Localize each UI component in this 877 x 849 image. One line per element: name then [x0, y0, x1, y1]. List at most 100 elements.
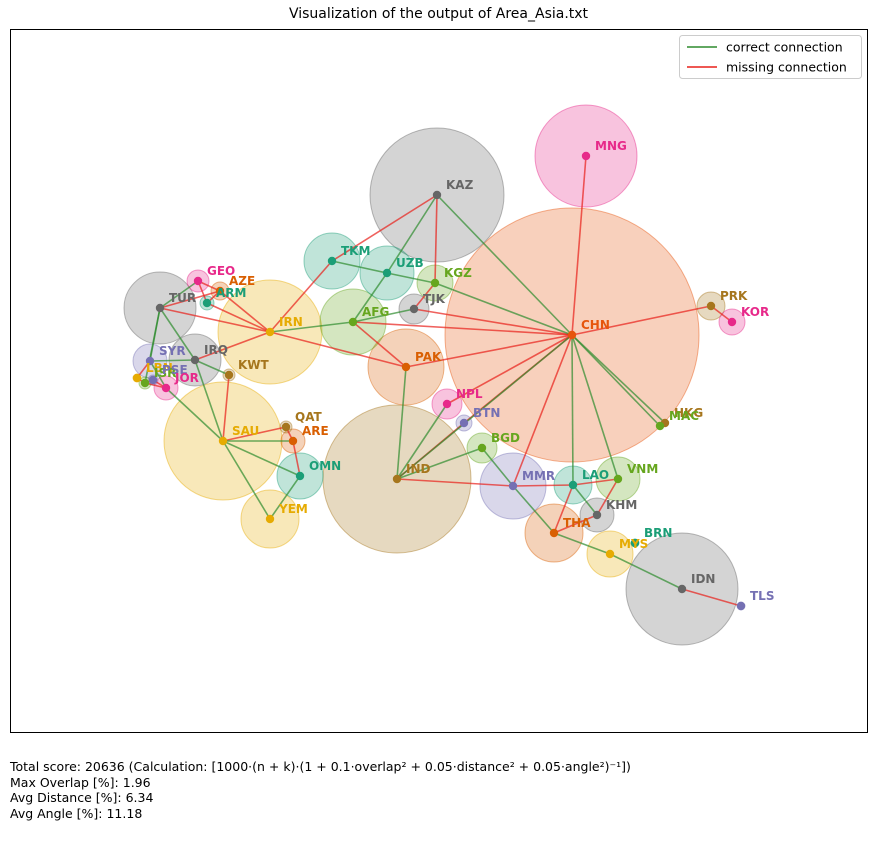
label-pak: PAK	[415, 350, 442, 364]
correct-edge-ind-pak	[396, 366, 407, 480]
missing-edge-kaz-kgz	[434, 194, 438, 284]
correct-edge-tha-mys	[553, 532, 611, 555]
point-tjk	[409, 304, 419, 314]
correct-edge-tjk-afg	[352, 308, 415, 323]
correct-edge-tur-isr	[144, 307, 161, 384]
point-mmr	[508, 481, 518, 491]
correct-edge-chn-hkg	[571, 334, 666, 424]
correct-edge-irq-syr	[149, 359, 196, 362]
point-tls	[736, 601, 746, 611]
missing-edge-afg-pak	[352, 321, 407, 368]
correct-edge-kaz-uzb	[386, 194, 438, 274]
label-tur: TUR	[169, 291, 196, 305]
missing-edge-khm-vnm	[596, 478, 619, 516]
label-geo: GEO	[207, 264, 235, 278]
point-bgd	[477, 443, 487, 453]
correct-edge-tur-irq	[159, 307, 196, 361]
point-omn	[295, 471, 305, 481]
avg-distance-line: Avg Distance [%]: 6.34	[10, 790, 154, 805]
correct-edge-syr-jor	[149, 360, 167, 389]
missing-edge-mng-chn	[571, 155, 587, 336]
label-mmr: MMR	[522, 469, 555, 483]
missing-edge-kwt-sau	[222, 374, 230, 442]
label-kwt: KWT	[238, 358, 270, 372]
label-kaz: KAZ	[446, 178, 474, 192]
missing-edge-afg-chn	[352, 321, 573, 336]
point-btn	[459, 418, 469, 428]
label-aze: AZE	[229, 274, 255, 288]
point-chn	[567, 330, 577, 340]
label-mng: MNG	[595, 139, 627, 153]
point-aze	[215, 286, 225, 296]
label-kgz: KGZ	[444, 266, 472, 280]
missing-edge-mmr-chn	[512, 334, 573, 487]
point-uzb	[382, 268, 392, 278]
correct-edge-lao-khm	[572, 484, 598, 516]
missing-edge-irn-arm	[206, 302, 271, 333]
label-syr: SYR	[159, 344, 186, 358]
label-idn: IDN	[691, 572, 715, 586]
node-labels: MNGKAZCHNTKMUZBKGZTJKAFGIRNPAKTURGEOAZEA…	[146, 139, 774, 603]
missing-edge-lao-vnm	[572, 478, 619, 486]
label-ind: IND	[406, 462, 431, 476]
point-ind	[392, 474, 402, 484]
missing-edge-prk-kor	[710, 305, 733, 323]
missing-edge-khm-tha	[553, 514, 598, 534]
correct-edge-sau-omn	[222, 440, 301, 477]
label-npl: NPL	[456, 387, 483, 401]
label-brn: BRN	[644, 526, 672, 540]
point-yem	[265, 514, 275, 524]
point-irn	[265, 327, 275, 337]
missing-edge-aze-tur	[159, 290, 221, 309]
point-afg	[348, 317, 358, 327]
label-bgd: BGD	[491, 431, 520, 445]
legend: correct connection missing connection	[679, 35, 862, 79]
point-kgz	[430, 278, 440, 288]
correct-edge-kgz-chn	[434, 282, 573, 336]
label-tls: TLS	[750, 589, 774, 603]
correct-edge-vnm-chn	[571, 334, 619, 480]
missing-edge-npl-chn	[446, 334, 573, 405]
correct-edge-tur-geo	[159, 280, 199, 309]
point-tha	[549, 528, 559, 538]
correct-edge-mmr-bgd	[481, 447, 514, 487]
point-tur	[155, 303, 165, 313]
missing-edge-pak-chn	[405, 334, 573, 368]
point-khm	[592, 510, 602, 520]
missing-edge-irn-aze	[219, 290, 271, 333]
label-jor: JOR	[174, 371, 199, 385]
missing-edge-irn-pak	[269, 331, 407, 368]
correct-edge-kaz-chn	[436, 194, 573, 336]
correct-edge-irq-kwt	[194, 359, 230, 376]
score-footer: Total score: 20636 (Calculation: [1000·(…	[10, 759, 631, 821]
label-vnm: VNM	[627, 462, 658, 476]
label-tjk: TJK	[423, 292, 446, 306]
legend-box	[679, 35, 862, 79]
missing-edge-irn-tur	[159, 307, 271, 333]
point-pak	[401, 362, 411, 372]
correct-edge-jor-sau	[165, 387, 224, 442]
label-tha: THA	[563, 516, 591, 530]
label-btn: BTN	[473, 406, 500, 420]
label-chn: CHN	[581, 318, 610, 332]
point-arm	[202, 298, 212, 308]
total-score-line: Total score: 20636 (Calculation: [1000·(…	[10, 759, 631, 774]
max-overlap-line: Max Overlap [%]: 1.96	[10, 774, 151, 790]
label-lao: LAO	[582, 468, 609, 482]
correct-edge-ind-bgd	[396, 447, 483, 480]
missing-edge-tjk-chn	[413, 308, 573, 336]
point-isr	[140, 378, 150, 388]
missing-edge-tkm-irn	[269, 260, 333, 333]
legend-missing-label: missing connection	[726, 60, 847, 75]
correct-edge-lao-chn	[571, 334, 574, 486]
label-arm: ARM	[216, 286, 246, 300]
label-irq: IRQ	[204, 343, 228, 357]
point-sau	[218, 436, 228, 446]
correct-edge-ind-npl	[396, 403, 448, 480]
avg-angle-line: Avg Angle [%]: 11.18	[10, 805, 143, 821]
point-mac	[655, 421, 665, 431]
missing-edge-sau-qat	[222, 426, 287, 442]
label-qat: QAT	[295, 410, 323, 424]
label-prk: PRK	[720, 289, 748, 303]
